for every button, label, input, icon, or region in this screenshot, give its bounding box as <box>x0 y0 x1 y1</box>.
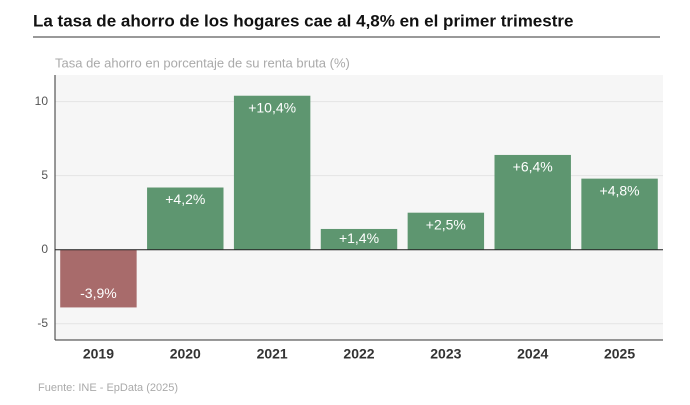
value-label: +1,4% <box>339 230 379 246</box>
plot-area <box>55 75 663 340</box>
value-label: +10,4% <box>248 99 296 115</box>
y-tick-label: -5 <box>37 316 48 330</box>
bar <box>320 228 398 250</box>
value-label: +2,5% <box>426 216 466 232</box>
x-tick-label: 2019 <box>83 346 114 362</box>
bar <box>407 212 485 250</box>
y-tick-label: 5 <box>41 168 48 182</box>
bar <box>581 178 658 250</box>
value-label: +4,8% <box>600 182 640 198</box>
value-label: +6,4% <box>513 159 553 175</box>
bar <box>60 249 137 308</box>
x-tick-label: 2023 <box>430 346 461 362</box>
x-tick-label: 2022 <box>343 346 374 362</box>
bar <box>147 187 224 250</box>
bar <box>233 95 311 250</box>
y-tick-label: 0 <box>41 242 48 256</box>
chart-title: La tasa de ahorro de los hogares cae al … <box>33 11 573 30</box>
value-label: -3,9% <box>80 285 117 301</box>
chart-subtitle: Tasa de ahorro en porcentaje de su renta… <box>55 55 350 70</box>
x-tick-label: 2024 <box>517 346 548 362</box>
value-label: +4,2% <box>165 191 205 207</box>
source: Fuente: INE - EpData (2025) <box>38 382 178 394</box>
x-tick-label: 2021 <box>257 346 288 362</box>
y-tick-label: 10 <box>35 94 49 108</box>
x-tick-label: 2020 <box>170 346 201 362</box>
x-tick-label: 2025 <box>604 346 635 362</box>
bar <box>494 154 571 250</box>
